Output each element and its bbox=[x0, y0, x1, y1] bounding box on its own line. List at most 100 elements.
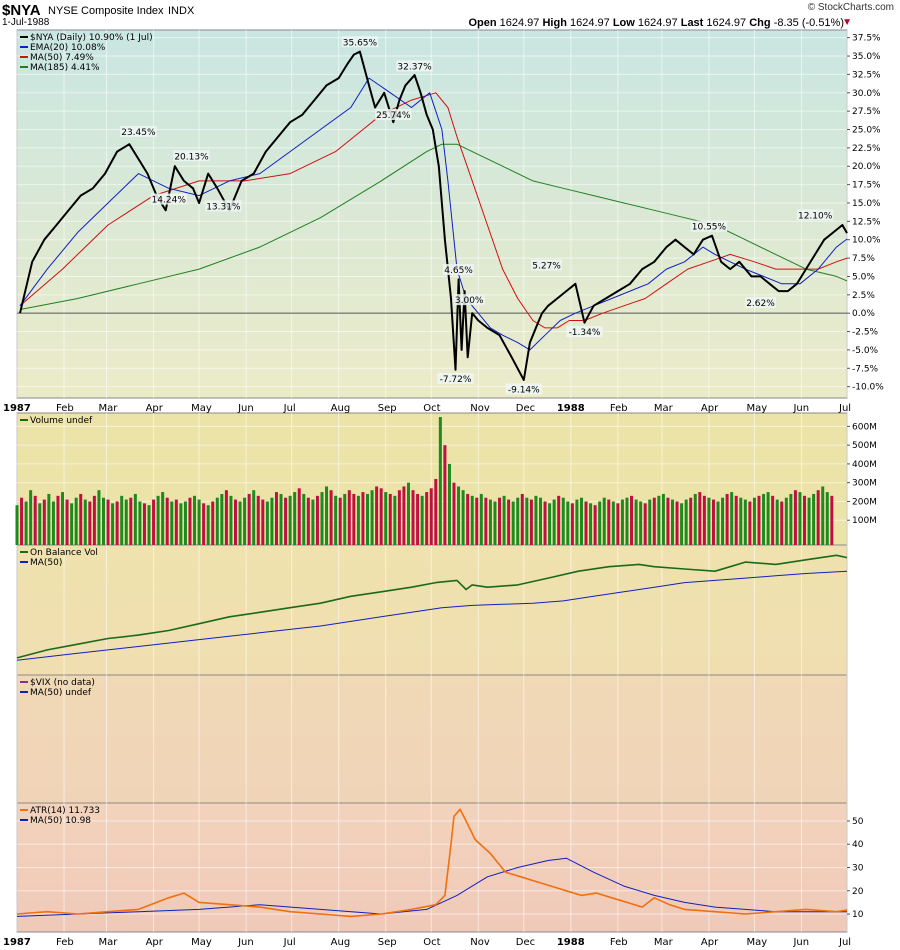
annotation-box bbox=[341, 36, 379, 48]
volume-bar bbox=[179, 503, 183, 545]
x-tick-label: Jul bbox=[283, 937, 296, 948]
volume-bar bbox=[443, 445, 447, 545]
volume-bar bbox=[174, 499, 178, 545]
brand-label[interactable]: © StockCharts.com bbox=[807, 2, 894, 13]
volume-bar bbox=[24, 501, 28, 545]
atr-legend-entry: ATR(14) 11.733 bbox=[30, 806, 100, 816]
atr-legend-entry: MA(50) 10.98 bbox=[30, 816, 91, 826]
x-tick-label: Oct bbox=[423, 403, 440, 414]
x-tick-label: Jun bbox=[792, 403, 809, 414]
volume-bar bbox=[115, 501, 119, 545]
y-tick-label: 15.0% bbox=[852, 199, 881, 209]
y-tick-label: -2.5% bbox=[852, 328, 879, 338]
annotation-box bbox=[150, 193, 187, 205]
volume-bar bbox=[762, 493, 766, 545]
x-tick-label: Jul bbox=[283, 403, 296, 414]
volume-bar bbox=[61, 492, 65, 545]
y-tick-label: 50 bbox=[852, 817, 864, 827]
volume-bar bbox=[183, 501, 187, 545]
panel-obv-background bbox=[16, 544, 848, 676]
volume-bar bbox=[284, 497, 288, 545]
volume-bar bbox=[320, 492, 324, 545]
price-annotation: -9.14% bbox=[508, 385, 540, 395]
volume-bar bbox=[493, 501, 497, 545]
y-tick-label: 17.5% bbox=[852, 181, 881, 191]
y-tick-label: 300M bbox=[852, 479, 877, 489]
volume-bar bbox=[302, 493, 306, 545]
volume-bar bbox=[256, 495, 260, 545]
volume-bar bbox=[784, 497, 788, 545]
x-tick-label: Feb bbox=[56, 403, 74, 414]
price-annotation: 23.45% bbox=[121, 128, 156, 138]
volume-bar bbox=[498, 497, 502, 545]
y-tick-label: 37.5% bbox=[852, 34, 881, 44]
annotation-box bbox=[375, 109, 412, 121]
volume-bar bbox=[643, 503, 647, 545]
price-annotation: 3.00% bbox=[455, 296, 484, 306]
volume-bar bbox=[334, 495, 338, 545]
price-legend-entry: MA(50) 7.49% bbox=[30, 53, 94, 63]
x-tick-label: Sep bbox=[378, 403, 397, 414]
volume-bar bbox=[648, 499, 652, 545]
series-line-ema-20- bbox=[19, 77, 848, 351]
x-tick-label: Jul bbox=[838, 403, 851, 414]
volume-bar bbox=[429, 488, 433, 545]
volume-bar bbox=[338, 497, 342, 545]
series-line-ma-50- bbox=[19, 92, 848, 329]
annotation-box bbox=[120, 125, 157, 137]
volume-bar bbox=[274, 492, 278, 545]
high-value: 1624.97 bbox=[570, 17, 610, 29]
price-annotation: 32.37% bbox=[397, 62, 432, 72]
atr-line-0 bbox=[16, 808, 848, 918]
volume-bar bbox=[252, 490, 256, 545]
atr-line-1 bbox=[16, 857, 847, 917]
volume-bar bbox=[124, 499, 128, 545]
x-tick-label: Feb bbox=[610, 937, 628, 948]
volume-bar bbox=[771, 495, 775, 545]
y-tick-label: 32.5% bbox=[852, 70, 881, 80]
y-tick-label: 600M bbox=[852, 422, 877, 432]
y-tick-label: 7.5% bbox=[852, 254, 875, 264]
volume-bar bbox=[620, 499, 624, 545]
x-tick-label: Mar bbox=[99, 403, 119, 414]
volume-bar bbox=[215, 497, 219, 545]
y-tick-label: 200M bbox=[852, 497, 877, 507]
volume-bar bbox=[557, 495, 561, 545]
volume-bar bbox=[220, 493, 224, 545]
x-tick-label: 1988 bbox=[557, 937, 585, 948]
volume-bar bbox=[461, 490, 465, 545]
annotation-box bbox=[690, 220, 728, 232]
volume-bar bbox=[156, 495, 160, 545]
volume-bar bbox=[379, 488, 383, 545]
volume-bar bbox=[675, 501, 679, 545]
x-tick-label: Dec bbox=[516, 937, 535, 948]
x-tick-label: Nov bbox=[470, 403, 490, 414]
volume-bar bbox=[734, 495, 738, 545]
volume-bar bbox=[20, 497, 24, 545]
chart-date: 1-Jul-1988 bbox=[2, 17, 50, 28]
y-tick-label: 30 bbox=[852, 864, 864, 874]
volume-bar bbox=[821, 486, 825, 545]
symbol: $NYA bbox=[2, 2, 41, 19]
index-name: NYSE Composite Index bbox=[48, 5, 164, 17]
volume-bar bbox=[652, 497, 656, 545]
volume-bar bbox=[488, 499, 492, 545]
volume-bar bbox=[507, 499, 511, 545]
volume-bar bbox=[133, 493, 137, 545]
volume-bar bbox=[589, 503, 593, 545]
volume-bar bbox=[202, 503, 206, 545]
volume-bar bbox=[707, 497, 711, 545]
volume-bar bbox=[370, 490, 374, 545]
volume-bar bbox=[434, 478, 438, 545]
y-tick-label: 0.0% bbox=[852, 309, 875, 319]
x-tick-label: 1987 bbox=[3, 403, 31, 414]
annotation-box bbox=[437, 372, 474, 384]
y-tick-label: 10.0% bbox=[852, 236, 881, 246]
annotation-box bbox=[173, 150, 210, 162]
price-annotation: 10.55% bbox=[692, 223, 727, 233]
x-tick-label: Mar bbox=[99, 937, 119, 948]
volume-bar bbox=[384, 492, 388, 545]
volume-bar bbox=[552, 499, 556, 545]
chg-value: -8.35 (-0.51%) bbox=[773, 17, 844, 29]
